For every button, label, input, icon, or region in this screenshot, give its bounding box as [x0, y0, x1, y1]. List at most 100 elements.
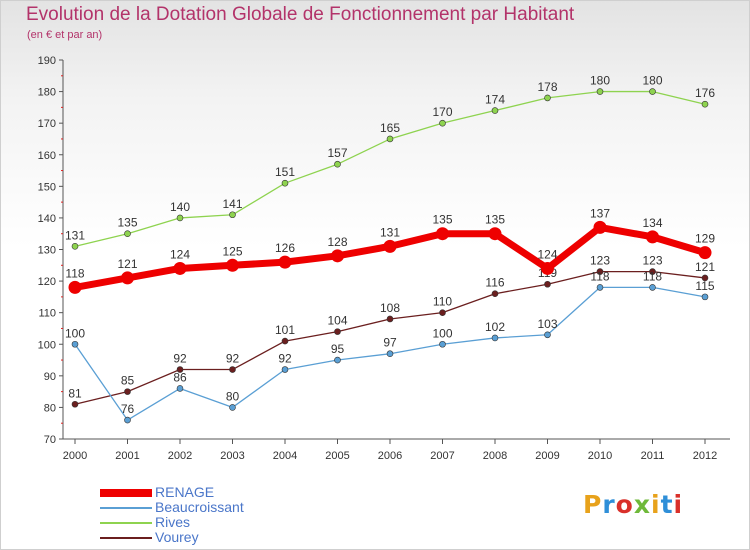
- data-label-renage: 125: [222, 244, 242, 258]
- data-label-renage: 135: [485, 213, 505, 227]
- data-point-renage: [488, 227, 502, 241]
- x-tick-label: 2007: [430, 450, 454, 462]
- data-point-vourey: [281, 337, 289, 345]
- data-label-rives: 178: [537, 80, 557, 94]
- data-label-rives: 157: [327, 146, 347, 160]
- data-point-vourey: [71, 400, 79, 408]
- logo-letter: t: [660, 490, 674, 519]
- data-point-vourey: [386, 315, 394, 323]
- data-label-vourey: 85: [121, 374, 135, 388]
- data-label-renage: 135: [432, 213, 452, 227]
- data-label-rives: 180: [642, 74, 662, 88]
- data-label-rives: 141: [222, 197, 242, 211]
- x-tick-label: 2004: [273, 450, 297, 462]
- data-point-beaucroissant: [229, 404, 236, 411]
- data-point-beaucroissant: [386, 350, 394, 358]
- y-tick-label: 150: [38, 181, 56, 193]
- data-label-beaucroissant: 118: [643, 269, 662, 283]
- legend-swatch-vourey: [100, 537, 152, 539]
- data-label-renage: 124: [537, 247, 557, 261]
- data-label-beaucroissant: 100: [65, 326, 85, 340]
- y-tick-label: 90: [44, 371, 56, 383]
- data-point-rives: [281, 179, 289, 187]
- data-point-vourey: [649, 268, 656, 275]
- data-label-beaucroissant: 100: [432, 326, 452, 340]
- logo-letter: o: [615, 490, 634, 519]
- data-point-renage: [698, 246, 712, 260]
- legend-item-vourey: Vourey: [100, 530, 400, 545]
- chart-title: Evolution de la Dotation Globale de Fonc…: [26, 4, 575, 25]
- data-label-renage: 128: [327, 235, 347, 249]
- data-label-renage: 126: [275, 241, 295, 255]
- legend: RENAGE Beaucroissant Rives Vourey: [100, 485, 400, 545]
- data-point-renage: [68, 280, 82, 294]
- y-tick-label: 80: [44, 402, 56, 414]
- data-point-beaucroissant: [124, 416, 131, 424]
- logo-letter: r: [602, 490, 616, 519]
- data-point-rives: [124, 230, 131, 238]
- chart-subtitle: (en € et par an): [27, 29, 103, 41]
- y-tick-label: 160: [38, 150, 56, 162]
- legend-item-beaucroissant: Beaucroissant: [100, 500, 400, 515]
- y-tick-label: 130: [38, 245, 56, 257]
- logo-letter: x: [633, 490, 651, 519]
- data-point-vourey: [176, 366, 184, 373]
- y-tick-label: 140: [38, 213, 56, 225]
- data-point-renage: [383, 239, 397, 253]
- data-label-renage: 118: [65, 266, 84, 280]
- data-label-renage: 124: [170, 247, 190, 261]
- x-tick-label: 2002: [168, 450, 192, 462]
- x-tick-label: 2001: [115, 450, 139, 462]
- data-point-rives: [544, 94, 551, 102]
- data-point-vourey: [439, 309, 446, 316]
- data-point-rives: [491, 107, 499, 114]
- y-tick-label: 170: [38, 118, 56, 130]
- data-point-vourey: [491, 290, 499, 298]
- legend-label-beaucroissant: Beaucroissant: [155, 499, 244, 515]
- data-point-rives: [386, 135, 394, 143]
- legend-label-rives: Rives: [155, 514, 191, 530]
- data-label-vourey: 104: [327, 314, 347, 328]
- y-tick-label: 120: [38, 276, 56, 288]
- x-tick-label: 2005: [325, 450, 349, 462]
- data-point-renage: [541, 261, 554, 275]
- data-label-beaucroissant: 115: [695, 279, 714, 293]
- data-label-rives: 165: [380, 121, 400, 135]
- x-tick-label: 2011: [641, 450, 665, 462]
- legend-swatch-renage: [100, 489, 152, 497]
- y-tick-label: 190: [38, 55, 56, 67]
- legend-label-renage: RENAGE: [155, 484, 215, 500]
- data-point-renage: [436, 227, 449, 241]
- data-point-beaucroissant: [176, 385, 184, 392]
- legend-item-rives: Rives: [100, 515, 400, 530]
- data-label-renage: 134: [642, 216, 662, 230]
- data-label-vourey: 92: [173, 352, 187, 366]
- logo-letter: P: [583, 490, 603, 519]
- data-label-vourey: 110: [433, 295, 452, 309]
- proxiti-logo: Proxiti: [583, 490, 683, 519]
- data-point-renage: [121, 271, 134, 285]
- legend-swatch-rives: [100, 522, 152, 524]
- y-tick-label: 180: [38, 87, 56, 99]
- data-point-rives: [439, 119, 446, 127]
- data-point-renage: [278, 255, 292, 269]
- data-label-vourey: 101: [275, 323, 295, 337]
- data-label-rives: 140: [170, 200, 190, 214]
- x-tick-label: 2010: [588, 450, 612, 462]
- data-label-beaucroissant: 95: [331, 342, 345, 356]
- data-point-rives: [596, 88, 604, 95]
- data-label-renage: 121: [117, 257, 137, 271]
- data-point-rives: [334, 160, 341, 168]
- legend-label-vourey: Vourey: [155, 529, 199, 545]
- data-point-beaucroissant: [649, 284, 656, 291]
- data-point-beaucroissant: [491, 334, 499, 342]
- y-tick-label: 70: [44, 434, 56, 446]
- x-tick-label: 2003: [220, 450, 244, 462]
- data-point-vourey: [229, 366, 236, 373]
- data-label-renage: 137: [590, 206, 610, 220]
- legend-item-renage: RENAGE: [100, 485, 400, 500]
- data-label-rives: 180: [590, 74, 610, 88]
- data-label-rives: 131: [65, 228, 85, 242]
- data-label-vourey: 92: [226, 352, 240, 366]
